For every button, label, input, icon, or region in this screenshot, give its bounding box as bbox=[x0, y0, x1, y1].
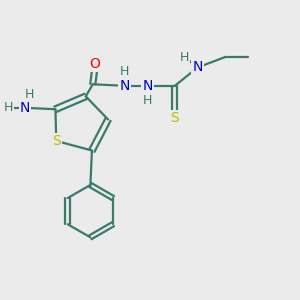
Text: N: N bbox=[193, 60, 203, 74]
Text: N: N bbox=[119, 79, 130, 93]
Text: N: N bbox=[20, 101, 30, 115]
Text: H: H bbox=[120, 65, 129, 78]
Text: O: O bbox=[89, 56, 100, 70]
Text: N: N bbox=[142, 79, 153, 93]
Text: S: S bbox=[170, 111, 179, 125]
Text: H: H bbox=[4, 101, 13, 114]
Text: H: H bbox=[143, 94, 152, 107]
Text: H: H bbox=[24, 88, 34, 101]
Text: H: H bbox=[180, 51, 189, 64]
Text: S: S bbox=[52, 134, 61, 148]
